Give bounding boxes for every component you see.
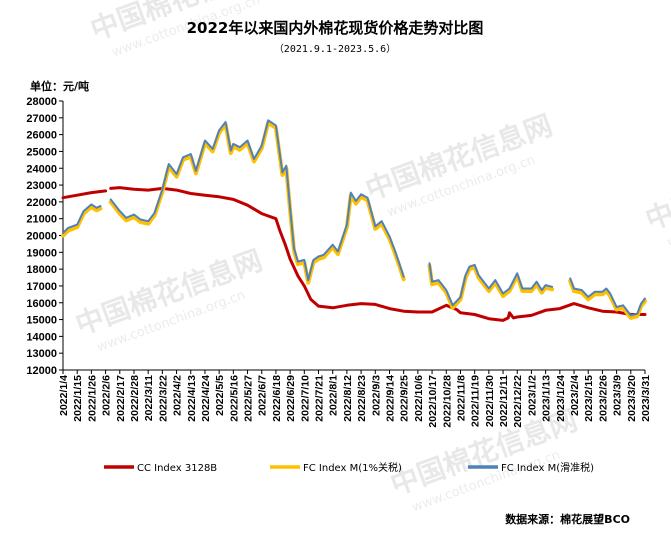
x-tick-label: 2022/2/17 [115,375,127,422]
x-tick-label: 2022/2/6 [101,375,113,416]
x-tick-label: 2022/11/30 [484,375,496,427]
y-tick-label: 27000 [26,113,57,125]
y-tick-label: 22000 [26,197,57,209]
x-tick-label: 2022/6/7 [257,375,269,416]
x-tick-label: 2022/9/25 [399,375,411,422]
y-tick-label: 14000 [26,331,57,343]
x-tick-label: 2023/3/20 [626,375,638,422]
legend-item-cc: CC Index 3128B [104,463,217,474]
y-tick-label: 16000 [26,298,57,310]
legend-item-fc2: FC Index M(滑准税) [468,461,594,474]
watermark-text: 中国棉花信息网 [641,139,671,237]
legend-label-fc1: FC Index M(1%关税) [303,461,402,474]
x-tick-label: 2022/10/6 [413,375,425,422]
x-tick-label: 2022/9/3 [370,375,382,416]
y-tick-label: 18000 [26,264,57,276]
x-tick-label: 2022/4/13 [186,375,198,422]
x-tick-label: 2022/1/4 [58,375,70,416]
x-tick-label: 2022/4/24 [200,375,212,422]
x-tick-label: 2022/5/27 [243,375,255,422]
y-tick-label: 25000 [26,146,57,158]
x-tick-label: 2022/6/18 [271,375,283,422]
legend-label-cc: CC Index 3128B [137,463,217,474]
x-tick-label: 2022/10/17 [427,375,439,428]
x-tick-label: 2022/1/26 [86,375,98,422]
legend: CC Index 3128B FC Index M(1%关税) FC Index… [104,461,594,474]
x-tick-label: 2022/11/19 [470,375,482,427]
data-source: 数据来源：棉花展望BCO [505,512,630,526]
x-tick-label: 2022/11/8 [455,375,467,421]
y-tick-label: 15000 [26,315,57,327]
x-tick-label: 2023/2/4 [569,375,581,416]
y-tick-label: 26000 [26,130,57,142]
series-line-1 [61,120,647,320]
x-tick-label: 2022/3/22 [157,375,169,422]
y-tick-label: 19000 [26,247,57,259]
x-tick-label: 2022/7/10 [299,375,311,422]
legend-label-fc2: FC Index M(滑准税) [501,461,594,474]
x-tick-label: 2022/9/14 [384,375,396,422]
x-tick-label: 2022/8/23 [356,375,368,422]
y-tick-label: 24000 [26,163,57,175]
y-tick-label: 17000 [26,281,57,293]
y-tick-label: 21000 [26,214,57,226]
y-ticks: 12000 13000 14000 15000 16000 17000 18000 19000… [26,96,63,377]
x-tick-label: 2022/6/29 [285,375,297,422]
legend-item-fc1: FC Index M(1%关税) [270,461,402,474]
x-tick-label: 2022/2/28 [129,375,141,422]
y-tick-label: 20000 [26,231,57,243]
x-tick-label: 2023/2/26 [597,375,609,422]
x-tick-label: 2023/1/24 [555,375,567,422]
x-tick-label: 2022/7/21 [314,375,326,422]
x-tick-label: 2022/10/28 [441,375,453,428]
y-unit-label: 单位：元/吨 [30,79,89,93]
x-tick-label: 2022/5/16 [228,375,240,422]
y-tick-label: 23000 [26,180,57,192]
x-tick-label: 2023/3/31 [640,375,652,422]
x-tick-label: 2022/12/22 [512,375,524,428]
x-tick-label: 2022/8/1 [328,375,340,416]
x-tick-label: 2023/2/15 [583,375,595,422]
y-tick-label: 12000 [26,365,57,377]
y-tick-label: 28000 [26,96,57,108]
series-line-0 [61,186,647,322]
x-tick-label: 2022/1/15 [72,375,84,422]
y-tick-label: 13000 [26,348,57,360]
x-tick-label: 2022/4/2 [172,375,184,416]
chart-subtitle: （2021.9.1-2023.5.6） [274,43,396,55]
watermark: 中国棉花信息网www.cottonchina.org.cn中国棉花信息网www.… [71,0,671,515]
x-tick-label: 2023/3/9 [612,375,624,416]
x-tick-label: 2023/1/2 [526,375,538,416]
series-line-2 [62,119,646,317]
x-tick-label: 2022/3/11 [143,375,155,421]
chart-title: 2022年以来国内外棉花现货价格走势对比图 [187,19,484,37]
series-lines [61,119,647,322]
x-ticks: 2022/1/4 2022/1/15 2022/1/26 2022/2/6 2022/2… [58,370,652,428]
x-tick-label: 2022/5/5 [214,375,226,416]
x-tick-label: 2022/8/12 [342,375,354,422]
axes: 12000 13000 14000 15000 16000 17000 18000 19000… [26,96,652,428]
x-tick-label: 2022/12/11 [498,375,510,427]
x-tick-label: 2023/1/13 [541,375,553,422]
